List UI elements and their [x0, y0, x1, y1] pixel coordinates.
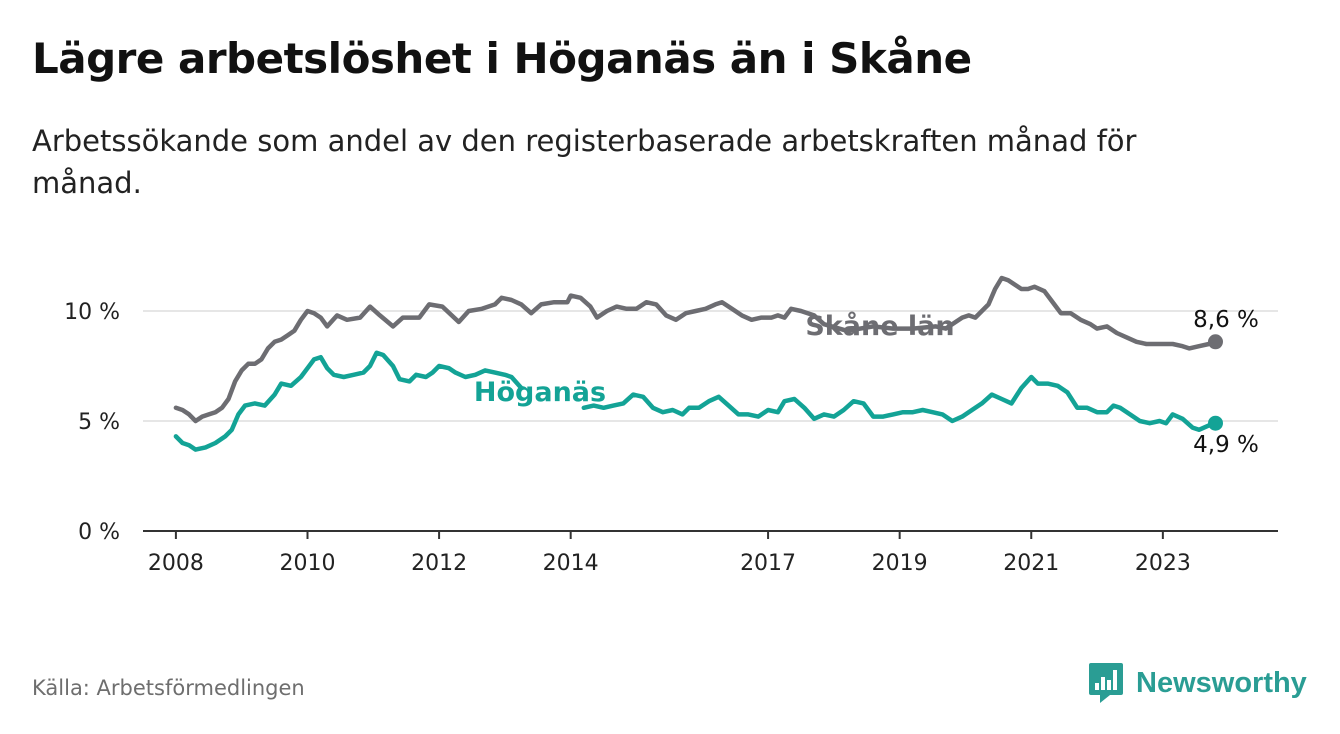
series-lines	[173, 275, 1223, 452]
series-line-hoganas	[173, 350, 524, 452]
series-labels: Skåne län Höganäs 8,6 % 4,9 %	[474, 307, 1259, 458]
x-tick-label: 2008	[148, 551, 204, 576]
y-tick-label: 5 %	[78, 410, 120, 435]
x-tick-label: 2019	[872, 551, 928, 576]
chart-subtitle: Arbetssökande som andel av den registerb…	[32, 124, 1137, 200]
end-point-skane	[1207, 334, 1223, 350]
brand-name: Newsworthy	[1136, 666, 1307, 699]
brand[interactable]: Newsworthy	[1088, 660, 1307, 706]
gridlines	[143, 310, 1278, 532]
x-tick-label: 2012	[411, 551, 467, 576]
y-tick-label: 0 %	[78, 520, 120, 545]
end-value-label-hoganas: 4,9 %	[1193, 432, 1259, 458]
x-tick-label: 2021	[1003, 551, 1059, 576]
x-tick-label: 2023	[1135, 551, 1191, 576]
newsworthy-logo-icon	[1089, 663, 1123, 703]
end-value-label-skane: 8,6 %	[1193, 307, 1259, 333]
series-label-hoganas: Höganäs	[474, 377, 606, 408]
series-line-hoganas	[581, 374, 1218, 433]
chart-title: Lägre arbetslöshet i Höganäs än i Skåne	[32, 34, 972, 83]
source-note: Källa: Arbetsförmedlingen	[32, 676, 305, 700]
x-tick-label: 2014	[543, 551, 599, 576]
y-tick-label: 10 %	[64, 300, 120, 325]
series-line-skane	[173, 275, 1218, 424]
x-tick-label: 2010	[279, 551, 335, 576]
end-point-hoganas	[1207, 415, 1223, 431]
x-tick-label: 2017	[740, 551, 796, 576]
axis-ticks: 0 % 5 % 10 % 2008 2010 2012 2014 2017 2019 2021 20…	[64, 300, 1191, 576]
series-label-skane: Skåne län	[805, 310, 954, 342]
